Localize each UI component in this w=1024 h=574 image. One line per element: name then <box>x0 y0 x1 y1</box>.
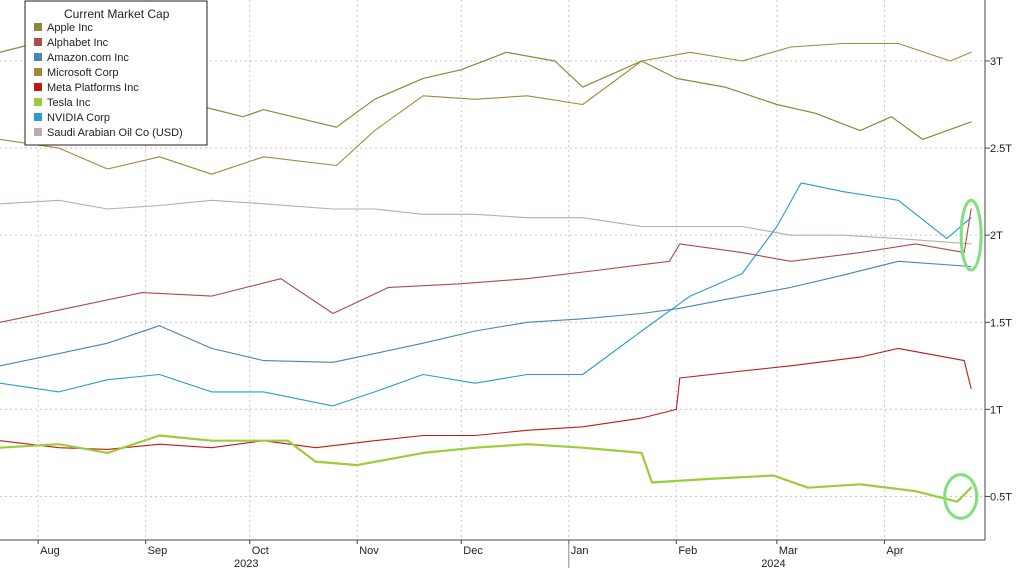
series-line-microsoft-corp <box>0 42 972 175</box>
legend-swatch-microsoft-corp <box>34 68 42 76</box>
legend-swatch-tesla-inc <box>34 98 42 106</box>
legend-swatch-amazon-com-inc <box>34 53 42 61</box>
legend-label-saudi-arabian-oil-co-usd: Saudi Arabian Oil Co (USD) <box>47 127 183 139</box>
legend-items: Apple Inc Alphabet Inc Amazon.com Inc Micro… <box>34 22 183 139</box>
legend: Current Market Cap Apple Inc Alphabet Inc… <box>24 0 208 146</box>
legend-label-apple-inc: Apple Inc <box>47 22 93 34</box>
legend-swatch-saudi-arabian-oil-co-usd <box>34 128 42 136</box>
x-month-label: Apr <box>886 545 903 557</box>
series-line-alphabet-inc <box>0 208 972 323</box>
series-line-meta-platforms-inc <box>0 347 972 450</box>
x-month-label: Oct <box>252 545 269 557</box>
y-tick-label: 1.5T <box>990 317 1012 329</box>
highlight-circle <box>959 198 983 272</box>
series-line-nvidia-corp <box>0 182 972 407</box>
highlight-circle <box>943 473 979 520</box>
x-year-label: 2023 <box>234 558 258 569</box>
y-tick-label: 0.5T <box>990 491 1012 503</box>
x-month-label: Jan <box>571 545 589 557</box>
legend-label-amazon-com-inc: Amazon.com Inc <box>47 52 129 64</box>
legend-box <box>24 0 208 146</box>
x-month-label: Dec <box>463 545 483 557</box>
x-year-label: 2024 <box>761 558 785 569</box>
x-month-label: Sep <box>148 545 168 557</box>
x-month-label: Mar <box>779 545 798 557</box>
y-tick-label: 2T <box>990 230 1003 242</box>
series-line-tesla-inc <box>0 434 973 503</box>
legend-swatch-meta-platforms-inc <box>34 83 42 91</box>
legend-label-microsoft-corp: Microsoft Corp <box>47 67 119 79</box>
legend-swatch-alphabet-inc <box>34 38 42 46</box>
legend-swatch-apple-inc <box>34 23 42 31</box>
legend-label-tesla-inc: Tesla Inc <box>47 97 91 109</box>
x-month-label: Feb <box>678 545 697 557</box>
highlight-annotations <box>943 198 983 520</box>
legend-label-alphabet-inc: Alphabet Inc <box>47 37 109 49</box>
series-line-amazon-com-inc <box>0 260 972 367</box>
y-tick-label: 2.5T <box>990 143 1012 155</box>
legend-label-meta-platforms-inc: Meta Platforms Inc <box>47 82 139 94</box>
x-month-label: Nov <box>359 545 379 557</box>
x-month-label: Aug <box>40 545 60 557</box>
legend-swatch-nvidia-corp <box>34 113 42 121</box>
legend-title: Current Market Cap <box>64 7 170 21</box>
series-line-saudi-arabian-oil-co-usd <box>0 199 972 245</box>
legend-label-nvidia-corp: NVIDIA Corp <box>47 112 110 124</box>
y-tick-label: 1T <box>990 404 1003 416</box>
y-tick-label: 3T <box>990 56 1003 68</box>
